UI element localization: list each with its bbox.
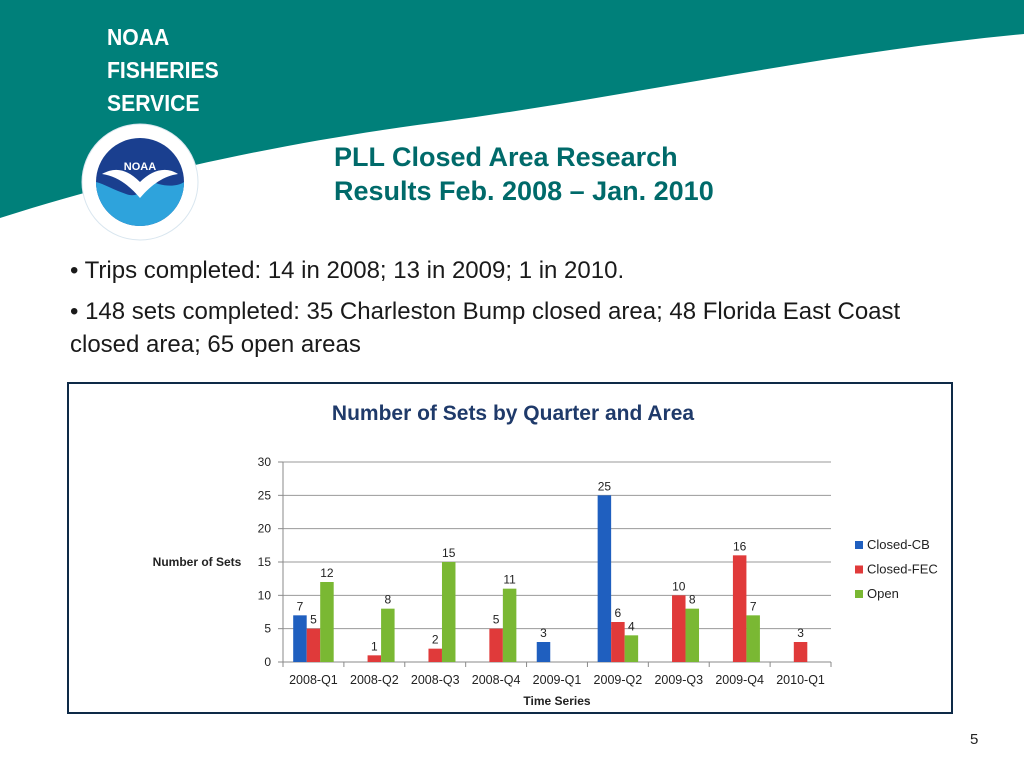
y-tick-label-5: 5: [264, 622, 271, 636]
bullet-trips: • Trips completed: 14 in 2008; 13 in 200…: [70, 257, 625, 284]
header-banner: [0, 0, 1024, 218]
bar-closed-fec-2009-Q4: [732, 555, 747, 662]
y-tick-label-25: 25: [258, 488, 272, 502]
bar-open-2008-Q1: [320, 582, 334, 662]
bar-closed-fec-2008-Q3: [428, 648, 442, 662]
y-tick-label-10: 10: [258, 588, 272, 602]
data-label-closed-cb-2009-Q2: 25: [598, 479, 612, 493]
banner-wave: [0, 0, 1024, 218]
bar-open-2009-Q4: [746, 615, 760, 662]
bar-open-2008-Q2: [381, 608, 395, 662]
bar-open-2008-Q4: [502, 588, 517, 662]
data-label-open-2009-Q3: 8: [689, 593, 696, 607]
data-label-open-2008-Q1: 12: [320, 566, 334, 580]
data-label-closed-fec-2009-Q3: 10: [672, 579, 686, 593]
x-tick-label-2009-Q4: 2009-Q4: [715, 673, 764, 687]
data-label-closed-fec-2009-Q2: 6: [615, 606, 622, 620]
bar-closed-fec-2008-Q4: [489, 628, 503, 662]
y-axis-label: Number of Sets: [153, 555, 242, 569]
data-label-closed-cb-2009-Q1: 3: [540, 626, 547, 640]
bar-closed-fec-2010-Q1: [793, 642, 808, 662]
x-axis-label: Time Series: [523, 694, 590, 708]
seal-label: NOAA: [124, 161, 156, 173]
y-tick-label-30: 30: [258, 455, 272, 469]
page-number: 5: [970, 731, 979, 748]
noaa-seal-logo: NOAA: [81, 123, 199, 241]
brand-line-fisheries: FISHERIES: [107, 57, 219, 83]
x-tick-label-2008-Q3: 2008-Q3: [411, 673, 460, 687]
bar-open-2009-Q2: [624, 635, 639, 662]
bar-open-2008-Q3: [441, 562, 456, 662]
chart-title: Number of Sets by Quarter and Area: [332, 402, 694, 425]
data-label-closed-fec-2008-Q2: 1: [371, 639, 378, 653]
bar-closed-fec-2009-Q3: [672, 595, 686, 662]
x-tick-label-2009-Q2: 2009-Q2: [594, 673, 643, 687]
data-label-closed-cb-2008-Q1: 7: [297, 599, 304, 613]
bullet-sets: • 148 sets completed: 35 Charleston Bump…: [70, 298, 901, 358]
y-tick-label-0: 0: [264, 655, 271, 669]
data-label-open-2008-Q3: 15: [442, 546, 456, 560]
x-tick-label-2008-Q1: 2008-Q1: [289, 673, 338, 687]
x-tick-label-2008-Q2: 2008-Q2: [350, 673, 399, 687]
bar-closed-cb-2009-Q2: [597, 495, 612, 662]
bullet-list: • Trips completed: 14 in 2008; 13 in 200…: [70, 254, 950, 369]
noaa-fisheries-wordmark: NOAA FISHERIES SERVICE: [107, 26, 219, 125]
legend-label-closed-fec: Closed-FEC: [867, 562, 938, 577]
slide-title-line1: PLL Closed Area Research: [334, 142, 678, 172]
bar-closed-fec-2008-Q1: [306, 628, 321, 662]
x-tick-label-2009-Q3: 2009-Q3: [654, 673, 703, 687]
legend-label-closed-cb: Closed-CB: [867, 537, 930, 552]
data-label-open-2009-Q2: 4: [628, 619, 635, 633]
bar-closed-cb-2008-Q1: [293, 615, 307, 662]
bar-open-2009-Q3: [685, 608, 700, 662]
bar-closed-fec-2009-Q2: [611, 622, 625, 662]
legend-swatch-closed-fec: [855, 565, 863, 574]
y-tick-label-20: 20: [258, 522, 272, 536]
brand-line-noaa: NOAA: [107, 24, 170, 50]
data-label-closed-fec-2008-Q1: 5: [310, 613, 317, 627]
data-label-closed-fec-2009-Q4: 16: [733, 539, 747, 553]
slide-title: PLL Closed Area Research Results Feb. 20…: [334, 140, 854, 208]
data-label-open-2008-Q4: 11: [503, 573, 516, 587]
x-tick-label-2009-Q1: 2009-Q1: [533, 673, 582, 687]
chart-container: Number of Sets by Quarter and Area 0 5 10 15…: [67, 382, 953, 714]
data-label-closed-fec-2008-Q3: 2: [432, 633, 439, 647]
bar-chart: Number of Sets by Quarter and Area051015…: [153, 402, 938, 708]
slide-title-line2: Results Feb. 2008 – Jan. 2010: [334, 176, 714, 206]
data-label-closed-fec-2010-Q1: 3: [797, 626, 804, 640]
data-label-open-2009-Q4: 7: [750, 599, 757, 613]
bar-closed-cb-2009-Q1: [536, 642, 551, 662]
brand-line-service: SERVICE: [107, 90, 200, 116]
bar-closed-fec-2008-Q2: [367, 655, 382, 662]
x-tick-label-2008-Q4: 2008-Q4: [472, 673, 521, 687]
legend-swatch-open: [855, 590, 863, 598]
data-label-closed-fec-2008-Q4: 5: [493, 613, 500, 627]
legend-swatch-closed-cb: [855, 541, 863, 549]
x-tick-label-2010-Q1: 2010-Q1: [776, 673, 825, 687]
legend-label-open: Open: [867, 586, 899, 601]
y-tick-label-15: 15: [258, 555, 272, 569]
data-label-open-2008-Q2: 8: [384, 593, 391, 607]
